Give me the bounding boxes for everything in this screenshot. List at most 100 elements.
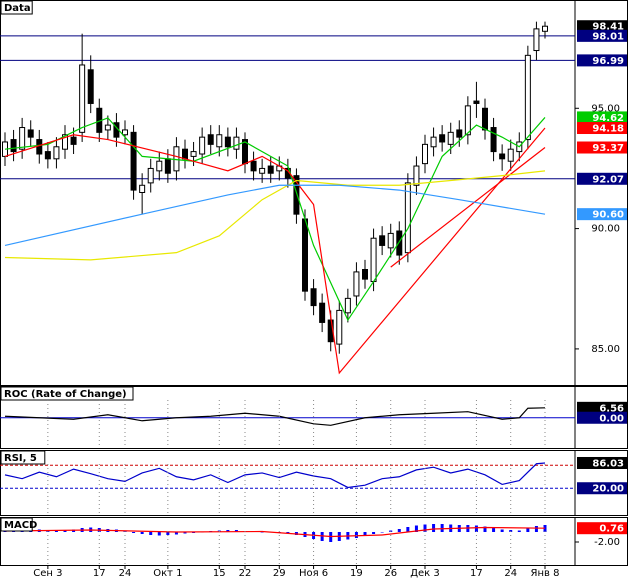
x-tick-label: Ноя 6 (299, 568, 328, 579)
candle-body (533, 28, 540, 52)
x-tick-label: 15 (213, 568, 226, 579)
indicator-line (390, 147, 546, 268)
price-tag-label: 92.07 (592, 174, 624, 185)
histogram-bar (397, 529, 401, 532)
candle-body (10, 139, 17, 153)
price-tag-label: 6.56 (599, 403, 624, 414)
price-tag-label: 90.60 (592, 210, 624, 221)
x-tick-label: 24 (119, 568, 132, 579)
candle-body (310, 288, 317, 307)
x-tick-label: 19 (350, 568, 363, 579)
candle-body (482, 107, 488, 131)
price-tag-label: 98.41 (592, 22, 624, 33)
candle-body (336, 309, 343, 345)
x-tick-label: 17 (470, 568, 483, 579)
histogram-bar (543, 525, 547, 532)
candle-body (79, 64, 86, 133)
candle-body (70, 136, 77, 145)
histogram-bar (534, 526, 538, 532)
histogram-bar (234, 530, 238, 532)
histogram-bar (54, 530, 58, 532)
price-tag (577, 54, 627, 67)
price-tag-label: 94.62 (592, 113, 624, 124)
y-tick-label: 85.00 (591, 344, 620, 355)
histogram-bar (440, 524, 444, 532)
histogram-bar (483, 526, 487, 532)
candle-body (62, 134, 68, 150)
price-tag (577, 208, 627, 221)
price-tag-label: 20.00 (592, 484, 624, 495)
price-tag-label: 96.99 (592, 56, 624, 67)
price-tag (577, 29, 627, 42)
price-tag-label: 94.18 (592, 124, 624, 135)
candle-body (104, 124, 111, 131)
candle-body (182, 148, 188, 160)
panel-title: ROC (Rate of Change) (4, 389, 127, 400)
x-tick-label: 29 (273, 568, 286, 579)
candle-body (87, 69, 94, 104)
price-tag (577, 20, 627, 33)
candle-body (190, 151, 197, 157)
candle-body (36, 139, 43, 155)
indicator-line (4, 407, 546, 426)
candle-body (542, 25, 548, 32)
histogram-bar (474, 525, 478, 532)
histogram-bar (149, 532, 153, 535)
price-tag (577, 172, 627, 185)
candle-body (250, 160, 257, 172)
indicator-line (4, 462, 546, 489)
price-tag (577, 482, 627, 495)
candle-body (224, 136, 231, 148)
candle-body (267, 165, 274, 174)
candle-body (27, 129, 34, 138)
candle-body (379, 235, 386, 246)
panel-title: MACD (4, 520, 37, 531)
price-tag (577, 141, 627, 154)
x-tick-label: 24 (504, 568, 517, 579)
candle-body (524, 54, 531, 141)
candle-body (122, 129, 128, 136)
panel-title: RSI, 5 (4, 453, 37, 464)
histogram-bar (132, 532, 136, 533)
price-tag (577, 122, 627, 135)
candle-body (156, 160, 163, 172)
x-tick-label: 17 (93, 568, 106, 579)
histogram-bar (260, 532, 264, 533)
y-tick-label: -2.00 (594, 537, 620, 548)
histogram-bar (363, 532, 367, 536)
candle-body (464, 105, 471, 136)
histogram-bar (63, 530, 67, 532)
candle-body (499, 153, 506, 160)
x-tick-label: 22 (239, 568, 252, 579)
candle-body (344, 297, 351, 314)
histogram-bar (226, 530, 230, 532)
price-tag-label: 0.76 (599, 524, 624, 535)
candle-body (404, 182, 411, 254)
candle-body (216, 134, 223, 148)
candle-body (430, 136, 437, 148)
histogram-bar (320, 532, 324, 541)
candle-body (507, 148, 514, 162)
indicator-line (4, 526, 546, 538)
indicator-line (4, 184, 546, 247)
price-tag-label: 98.01 (592, 31, 624, 42)
histogram-bar (140, 532, 144, 534)
price-tag-label: 0.00 (599, 413, 624, 424)
x-tick-label: 26 (384, 568, 397, 579)
histogram-bar (183, 532, 187, 534)
candle-body (259, 167, 266, 174)
price-tag (577, 522, 627, 535)
candle-body (370, 237, 377, 283)
candle-body (319, 302, 326, 323)
candle-body (19, 127, 26, 150)
x-tick-label: Дек 3 (410, 568, 440, 579)
x-tick-label: Сен 3 (33, 568, 62, 579)
panel-title: Data (4, 3, 31, 14)
histogram-bar (526, 528, 530, 532)
candle-body (147, 167, 154, 184)
candle-body (53, 146, 60, 160)
panel-title-box (0, 386, 134, 401)
histogram-bar (286, 532, 290, 534)
candle-body (396, 230, 403, 256)
panel-title-box (0, 0, 33, 15)
